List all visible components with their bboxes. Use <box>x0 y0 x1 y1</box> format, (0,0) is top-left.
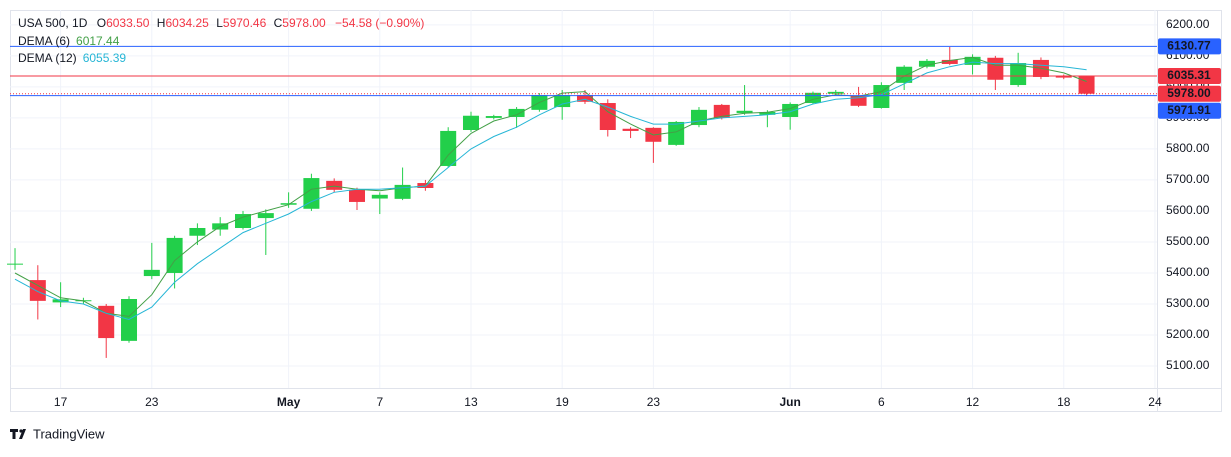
price-label-box <box>1158 67 1221 84</box>
candle-body <box>736 110 753 113</box>
price-label-box <box>1158 38 1221 55</box>
legend-value: 6017.44 <box>76 34 120 48</box>
candle-body <box>166 237 183 273</box>
candle-body <box>599 103 616 131</box>
x-tick-label: 24 <box>1148 395 1162 409</box>
y-tick-label: 5200.00 <box>1166 327 1210 341</box>
candle-body <box>918 60 935 67</box>
y-tick-label: 5500.00 <box>1166 234 1210 248</box>
x-tick-label: 18 <box>1057 395 1071 409</box>
x-tick-label: May <box>277 395 301 409</box>
candle-body <box>371 194 388 199</box>
logo[interactable]: TradingView <box>10 426 105 441</box>
ohlc-key: C <box>274 16 283 30</box>
x-tick-label: 17 <box>54 395 68 409</box>
candle-body <box>7 263 24 265</box>
candle-body <box>554 94 571 108</box>
brand: TradingView <box>33 426 105 441</box>
candle-body <box>622 128 639 131</box>
candle-body <box>804 92 821 104</box>
candle-body <box>303 178 320 209</box>
candle-body <box>1078 76 1095 94</box>
ohlc-value: 5970.46 <box>223 16 267 30</box>
y-tick-label: 5400.00 <box>1166 265 1210 279</box>
candle-body <box>143 269 160 277</box>
ohlc-value: 6033.50 <box>106 16 150 30</box>
y-tick-label: 5600.00 <box>1166 203 1210 217</box>
candle-body <box>850 95 867 106</box>
legend-name: DEMA (12) <box>18 51 77 65</box>
candle-body <box>713 104 730 118</box>
price-label-box <box>1158 102 1221 119</box>
candle-body <box>1010 63 1027 86</box>
candle-body <box>941 59 958 64</box>
candle-body <box>29 280 46 301</box>
candle-body <box>964 56 981 65</box>
candle-body <box>348 189 365 202</box>
x-tick-label: 7 <box>376 395 383 409</box>
header: USA 500, 1D O6033.50 H6034.25 L5970.46 C… <box>18 16 424 30</box>
candle-body <box>485 116 502 118</box>
y-tick-label: 5700.00 <box>1166 172 1210 186</box>
y-tick-label: 5300.00 <box>1166 296 1210 310</box>
x-tick-label: 19 <box>556 395 570 409</box>
x-tick-label: 23 <box>647 395 661 409</box>
candle-body <box>440 130 457 166</box>
legend-entry[interactable]: DEMA (6) 6017.44 <box>18 34 120 48</box>
candle-body <box>462 115 479 131</box>
overlay: USA 500, 1D O6033.50 H6034.25 L5970.46 C… <box>10 16 424 441</box>
plot: 5100.00 5200.00 5300.00 5400.00 5500.00 5600.… <box>7 10 1221 409</box>
candle-body <box>873 85 890 108</box>
candle-body <box>280 203 297 205</box>
candle-body <box>759 112 776 115</box>
symbol: USA 500, 1D <box>18 16 88 30</box>
legend-value: 6055.39 <box>83 51 127 65</box>
legend-name: DEMA (6) <box>18 34 70 48</box>
x-tick-label: 6 <box>878 395 885 409</box>
candle-body <box>235 214 252 228</box>
x-tick-label: 12 <box>966 395 980 409</box>
logo-icon <box>19 429 23 433</box>
candle-body <box>987 57 1004 80</box>
price-label-box <box>1158 85 1221 102</box>
indicator-line <box>14 56 1087 317</box>
y-tick-label: 5100.00 <box>1166 358 1210 372</box>
x-tick-label: 13 <box>464 395 478 409</box>
price-label: 5971.91 <box>1167 103 1211 117</box>
x-tick-label: Jun <box>779 395 800 409</box>
candle-body <box>508 108 525 117</box>
logo-icon <box>10 429 26 439</box>
y-tick-label: 6200.00 <box>1166 17 1210 31</box>
ohlc-key: H <box>157 16 166 30</box>
candle-body <box>326 180 343 190</box>
ohlc-key: L <box>216 16 223 30</box>
legend-entry[interactable]: DEMA (12) 6055.39 <box>18 51 126 65</box>
ohlc-value: 6034.25 <box>165 16 209 30</box>
candle-body <box>668 121 685 145</box>
candle-body <box>189 227 206 236</box>
candle-body <box>690 109 707 126</box>
price-label: 6035.31 <box>1167 68 1211 82</box>
indicator-line <box>14 61 1087 321</box>
candle-body <box>257 213 274 219</box>
price-label: 6130.77 <box>1167 39 1211 53</box>
y-tick-label: 5800.00 <box>1166 141 1210 155</box>
ohlc-value: 5978.00 <box>282 16 326 30</box>
price-label: 5978.00 <box>1167 86 1211 100</box>
ohlc-key: O <box>97 16 106 30</box>
candle-body <box>576 94 593 102</box>
candle-body <box>827 91 844 94</box>
change: −54.58 (−0.90%) <box>335 16 424 30</box>
candle-body <box>1055 75 1072 78</box>
x-tick-label: 23 <box>145 395 159 409</box>
